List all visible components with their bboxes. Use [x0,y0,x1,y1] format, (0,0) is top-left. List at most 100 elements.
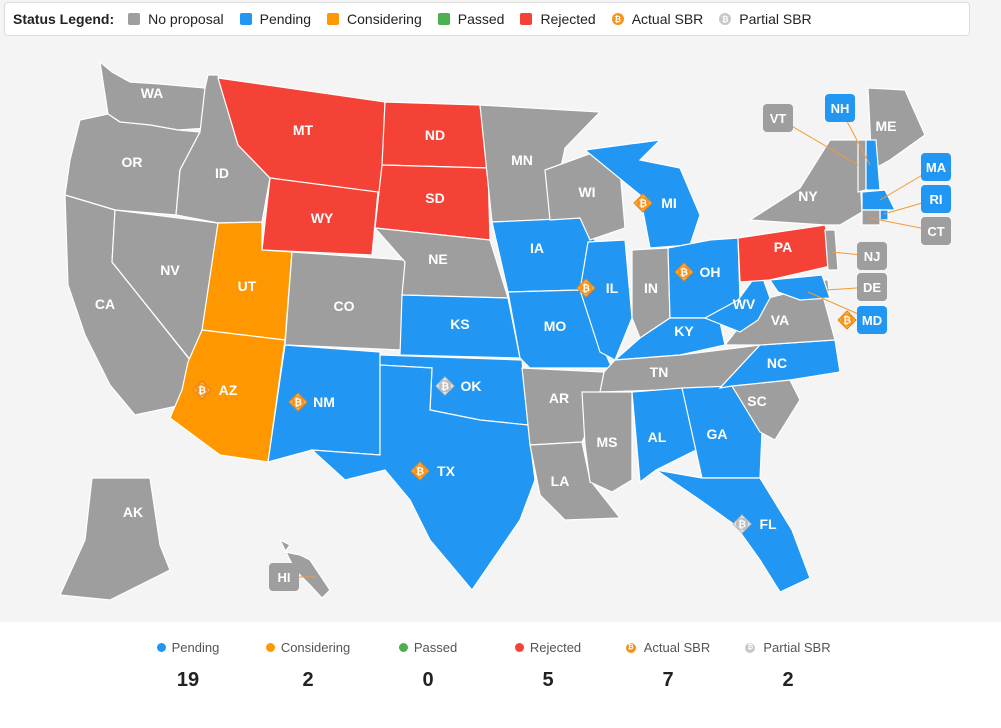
state-md[interactable] [768,274,831,301]
bitcoin-icon: ₿ [633,193,653,213]
status-legend: Status Legend: No proposal Pending Conside… [4,2,970,36]
stat-partial-sbr: ₿ Partial SBR 2 [728,640,848,692]
state-label-az: AZ [219,382,238,398]
stat-rejected: Rejected 5 [488,640,608,692]
stat-actual-sbr: ₿ Actual SBR 7 [608,640,728,692]
stat-value: 2 [302,669,314,691]
state-label-al: AL [648,429,667,445]
state-label-ky: KY [674,323,694,339]
state-wv[interactable] [703,268,771,333]
svg-text:₿: ₿ [441,381,449,393]
callout-vt[interactable] [763,104,793,132]
legend-swatch [520,13,533,25]
callout-ri[interactable] [921,185,951,213]
state-tx[interactable] [310,364,536,591]
legend-item-passed: Passed [437,11,505,27]
svg-text:₿: ₿ [198,385,206,397]
state-hi[interactable] [278,538,331,599]
legend-item-no-proposal: No proposal [128,11,224,27]
legend-swatch [437,13,450,25]
state-label-ar: AR [549,390,569,406]
status-dot [156,643,166,652]
state-label-or: OR [122,154,143,170]
legend-swatch [128,13,141,25]
stat-label: Pending [171,640,220,655]
callout-nh[interactable] [825,94,855,122]
state-label-mo: MO [544,318,567,334]
state-fl[interactable] [655,469,811,593]
state-label-in: IN [644,280,658,296]
state-vt[interactable] [857,139,867,193]
status-dot [398,643,408,652]
state-ak[interactable] [59,477,171,601]
state-label-me: ME [876,118,897,134]
stat-passed: Passed 0 [368,640,488,692]
state-ma[interactable] [861,189,896,211]
bitcoin-icon: ₿ [732,514,752,534]
legend-item-actual-sbr: ₿ Actual SBR [611,11,703,27]
legend-item-partial-sbr: ₿ Partial SBR [719,11,812,27]
legend-swatch [239,13,252,25]
callout-ct[interactable] [921,217,951,245]
stat-label: Considering [280,640,351,655]
us-map: WA OR CA NV ID MT WY UT ₿ AZ CO ₿ NM ND SD NE KS ₿ OK ₿ TX MN… [0,44,1001,622]
callout-ma[interactable] [921,153,951,181]
state-label-ia: IA [530,240,544,256]
state-label-pa: PA [774,239,792,255]
svg-text:₿: ₿ [639,198,647,210]
state-ri[interactable] [879,209,889,221]
svg-text:₿: ₿ [680,267,688,279]
state-label-nv: NV [160,262,180,278]
state-label-mi: MI [661,195,677,211]
state-wy[interactable] [261,177,379,256]
state-al[interactable] [631,387,701,484]
state-label-id: ID [215,165,229,181]
callout-nj[interactable] [857,242,887,270]
svg-text:₿: ₿ [582,283,590,295]
state-label-tx: TX [437,463,456,479]
status-dot [265,643,275,652]
legend-item-rejected: Rejected [520,11,596,27]
state-label-wa: WA [141,85,164,101]
state-label-ms: MS [597,434,618,450]
svg-text:₿: ₿ [738,519,746,531]
state-label-md: MD [862,313,882,328]
stat-value: 5 [542,669,554,691]
stat-label: Rejected [529,640,582,655]
state-label-oh: OH [700,264,721,280]
state-label-ny: NY [798,188,818,204]
legend-swatch [327,13,340,25]
state-label-tn: TN [650,364,669,380]
state-label-fl: FL [759,516,777,532]
legend-label: Partial SBR [739,11,812,27]
bitcoin-icon: ₿ [611,13,624,25]
callout-md[interactable] [857,306,887,334]
state-label-ne: NE [428,251,447,267]
callout-hi[interactable] [269,563,299,591]
legend-label: Passed [457,11,505,27]
state-label-ak: AK [123,504,143,520]
state-ct[interactable] [861,209,881,226]
state-nj[interactable] [824,229,839,271]
bitcoin-icon: ₿ [435,376,455,396]
state-pa[interactable] [737,224,836,283]
state-label-wi: WI [578,184,595,200]
state-label-ma: MA [926,160,947,175]
legend-label: Rejected [540,11,596,27]
state-label-vt: VT [770,111,787,126]
state-la[interactable] [529,441,622,521]
callout-de[interactable] [857,273,887,301]
state-label-sd: SD [425,190,444,206]
state-label-nj: NJ [864,249,881,264]
stat-considering: Considering 2 [248,640,368,692]
stat-value: 7 [662,669,674,691]
bitcoin-icon: ₿ [576,278,596,298]
state-ny[interactable] [748,139,863,226]
state-label-nm: NM [313,394,335,410]
legend-label: No proposal [148,11,224,27]
state-label-de: DE [863,280,881,295]
legend-label: Pending [259,11,312,27]
stat-label: Partial SBR [763,640,831,655]
state-label-ca: CA [95,296,115,312]
state-label-il: IL [606,280,619,296]
